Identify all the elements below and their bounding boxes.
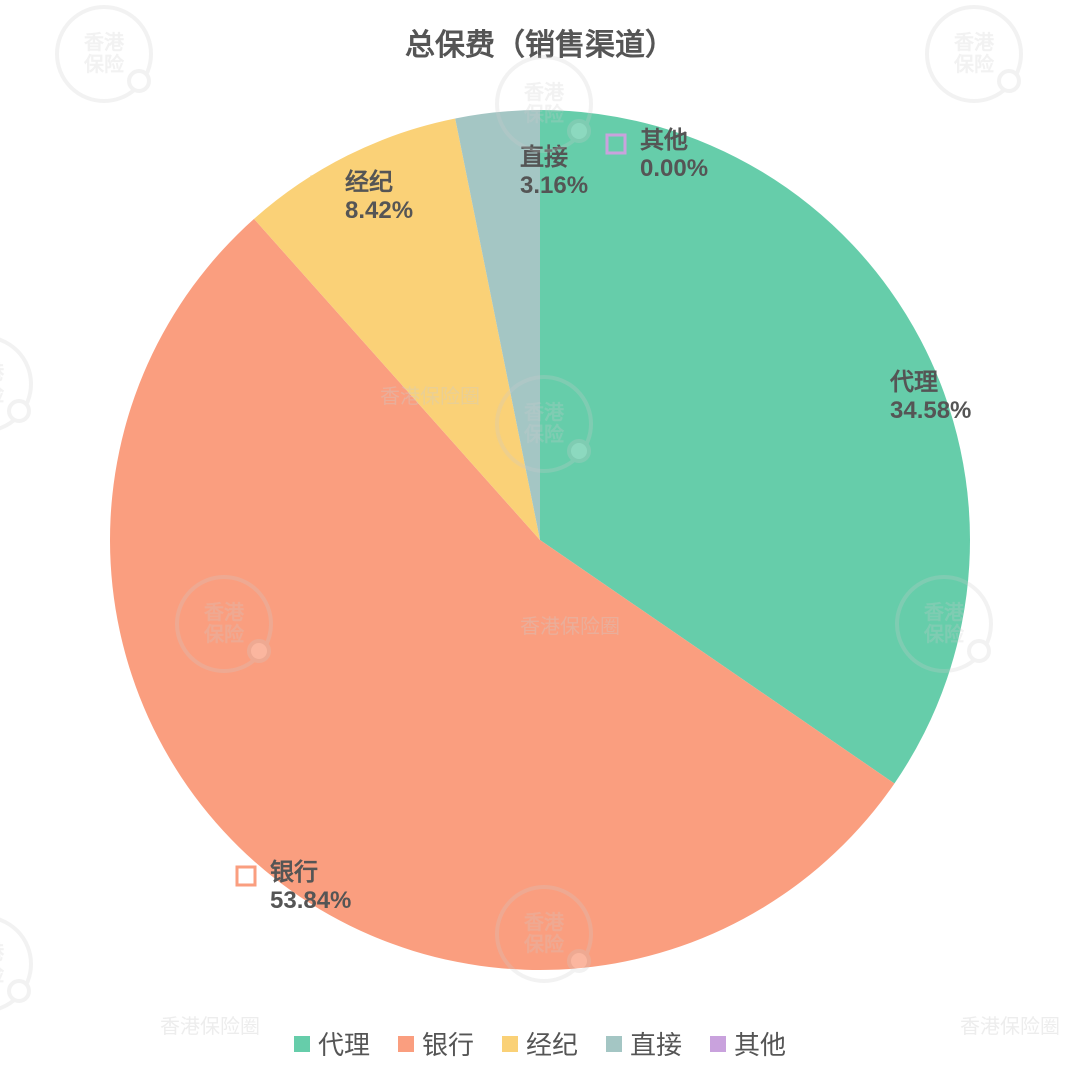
legend-item-direct: 直接 [606,1025,682,1062]
legend-item-agent: 代理 [294,1025,370,1062]
legend-label: 其他 [734,1025,786,1062]
pie-chart: 代理34.58%银行53.84%经纪8.42%直接3.16%其他0.00% [0,70,1080,1010]
legend-swatch [502,1036,518,1052]
legend-swatch [398,1036,414,1052]
chart-legend: 代理 银行 经纪 直接 其他 [0,1025,1080,1062]
legend-swatch [294,1036,310,1052]
legend-item-other: 其他 [710,1025,786,1062]
chart-title: 总保费（销售渠道） [0,20,1080,64]
legend-item-bank: 银行 [398,1025,474,1062]
slice-label-other: 其他0.00% [640,127,708,182]
legend-item-broker: 经纪 [502,1025,578,1062]
legend-label: 经纪 [526,1025,578,1062]
legend-label: 直接 [630,1025,682,1062]
legend-label: 代理 [318,1025,370,1062]
legend-swatch [606,1036,622,1052]
legend-label: 银行 [422,1025,474,1062]
legend-swatch [710,1036,726,1052]
slice-label-agent: 代理34.58% [889,369,971,424]
slice-marker-bank [237,867,255,885]
